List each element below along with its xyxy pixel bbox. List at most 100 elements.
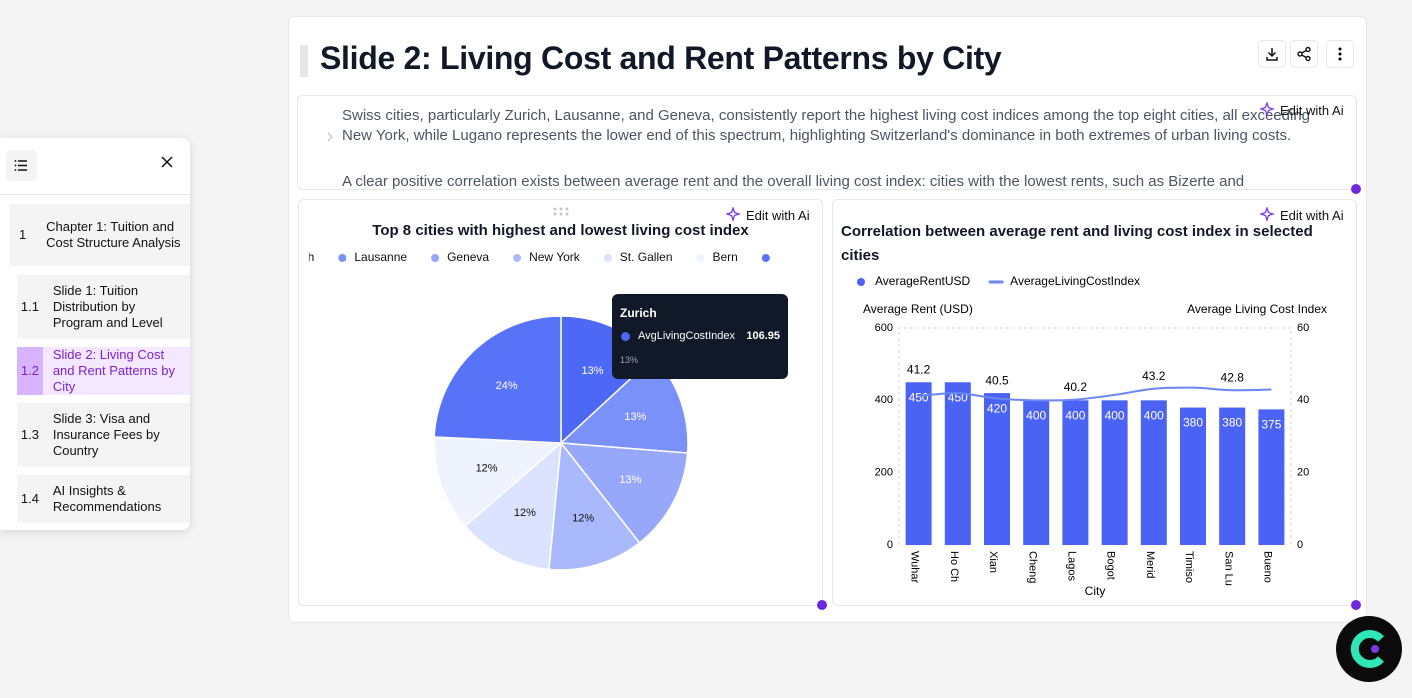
app-logo[interactable] (1335, 615, 1403, 683)
pie-slice (548, 441, 641, 571)
toc-button[interactable] (6, 150, 37, 181)
toc-label: Slide 2: Living Cost and Rent Patterns b… (52, 347, 175, 394)
plot-frame (898, 327, 1292, 545)
toc-label: Slide 3: Visa and Insurance Fees by Coun… (52, 411, 160, 458)
more-icon (1338, 47, 1342, 61)
title-accent (300, 45, 308, 77)
tooltip-dot (621, 332, 630, 341)
pie-slice (559, 442, 689, 544)
download-button[interactable] (1258, 40, 1286, 68)
paragraph: A clear positive correlation exists betw… (342, 173, 1245, 190)
bar-data-label: 420 (987, 401, 1007, 415)
sparkle-icon (1260, 102, 1276, 118)
legend-dot (761, 254, 770, 262)
toc-item[interactable]: 1 Chapter 1: Tuition and Cost Structure A… (9, 204, 190, 266)
toc-number: 1.1 (17, 275, 43, 339)
toc-number: 1 (9, 204, 37, 266)
toc-number: 1.2 (17, 347, 43, 395)
legend-dot (513, 254, 522, 262)
pie-slice (463, 441, 562, 571)
pie-slice (433, 315, 562, 444)
slide-title: Slide 2: Living Cost and Rent Patterns b… (320, 40, 1002, 76)
x-tick-label: San Lu (1222, 551, 1234, 586)
y-tick-label: 600 (875, 322, 893, 334)
tooltip: Zurich AvgLivingCostIndex 106.95 13% (612, 294, 788, 379)
bar (1140, 400, 1167, 545)
bar (1062, 400, 1089, 545)
x-tick-label: Timiso (1183, 551, 1195, 583)
legend-dot (338, 254, 347, 262)
legend-label: AverageLivingCostIndex (1010, 274, 1140, 288)
bar (905, 382, 932, 545)
toc-label: Slide 1: Tuition Distribution by Program… (52, 283, 163, 330)
x-tick-label: Cheng (1026, 551, 1038, 583)
y2-axis-title: Average Living Cost Index (1187, 302, 1327, 316)
sparkle-icon (1260, 207, 1276, 223)
pie-panel: Zurich Lausanne Geneva New York St. Gallen Be… (298, 199, 823, 606)
slice-label: 24% (496, 380, 518, 392)
line-data-label: 40.5 (985, 373, 1009, 387)
toc-item[interactable]: 1.3 Slide 3: Visa and Insurance Fees by C… (17, 403, 190, 467)
download-icon (1266, 48, 1278, 61)
resize-handle[interactable] (1351, 600, 1361, 610)
y2-tick-label: 0 (1297, 539, 1303, 551)
bar (984, 393, 1010, 545)
x-axis-title: City (1085, 584, 1106, 598)
edit-ai-button[interactable]: Edit with Ai (726, 207, 810, 223)
legend-label: Lausanne (354, 250, 407, 264)
text-box[interactable]: Swiss cities, particularly Zurich, Lausa… (297, 95, 1357, 190)
slice-label: 12% (476, 463, 498, 475)
edit-ai-button[interactable]: Edit with Ai (1260, 207, 1344, 223)
share-button[interactable] (1290, 40, 1318, 68)
legend-dot (603, 254, 612, 262)
bar-data-label: 400 (1026, 409, 1046, 423)
bar (1258, 409, 1285, 545)
toc-item[interactable]: 1.2 Slide 2: Living Cost and Rent Pattern… (17, 347, 190, 395)
y2-tick-label: 20 (1297, 467, 1309, 479)
edit-ai-label: Edit with Ai (1280, 102, 1344, 118)
slice-label: 12% (514, 507, 536, 519)
legend-label: Bern (713, 250, 738, 264)
bar (1101, 400, 1128, 545)
y-axis-title: Average Rent (USD) (863, 302, 973, 316)
drag-handle[interactable] (553, 207, 569, 216)
tooltip-value: 106.95 (746, 330, 780, 342)
chart-title: Correlation between average rent and liv… (841, 223, 1313, 264)
legend-label: St. Gallen (620, 250, 673, 264)
x-tick-label: Bueno (1261, 551, 1273, 583)
bar-data-label: 380 (1183, 416, 1203, 430)
y-tick-label: 0 (887, 539, 893, 551)
tooltip-percent: 13% (620, 355, 639, 365)
slice-label: 13% (624, 411, 646, 423)
x-tick-label: Lagos (1065, 551, 1077, 581)
toc-label: Chapter 1: Tuition and Cost Structure An… (46, 219, 181, 250)
bar-data-label: 400 (1144, 409, 1164, 423)
slice-label: 12% (572, 512, 594, 524)
y2-tick-label: 40 (1297, 394, 1309, 406)
resize-handle[interactable] (817, 600, 827, 610)
legend: Zurich Lausanne Geneva New York St. Gallen Be… (309, 250, 770, 264)
bar (944, 382, 971, 545)
chevron (327, 132, 333, 142)
y2-tick-label: 60 (1297, 322, 1309, 334)
toc-number: 1.4 (17, 475, 43, 523)
legend-label: Geneva (447, 250, 489, 264)
resize-handle[interactable] (1351, 184, 1361, 194)
divider (0, 194, 190, 195)
toc-number: 1.3 (17, 403, 43, 467)
x-tick-label: Xian (987, 551, 999, 573)
list-icon (14, 160, 27, 171)
slice-label: 13% (619, 474, 641, 486)
bar-data-label: 400 (1105, 409, 1125, 423)
close-button[interactable] (160, 155, 174, 169)
more-button[interactable] (1326, 40, 1354, 68)
chart-title: Top 8 cities with highest and lowest liv… (372, 222, 749, 239)
bar-data-label: 400 (1065, 409, 1085, 423)
edit-ai-button[interactable]: Edit with Ai (1260, 102, 1344, 118)
toc-item[interactable]: 1.4 AI Insights & Recommendations (17, 475, 190, 523)
pie-chart: Zurich Lausanne Geneva New York St. Gallen Be… (309, 207, 770, 571)
toc-item[interactable]: 1.1 Slide 1: Tuition Distribution by Prog… (17, 275, 190, 339)
legend-dot (431, 254, 440, 262)
pie-slice (433, 436, 563, 528)
